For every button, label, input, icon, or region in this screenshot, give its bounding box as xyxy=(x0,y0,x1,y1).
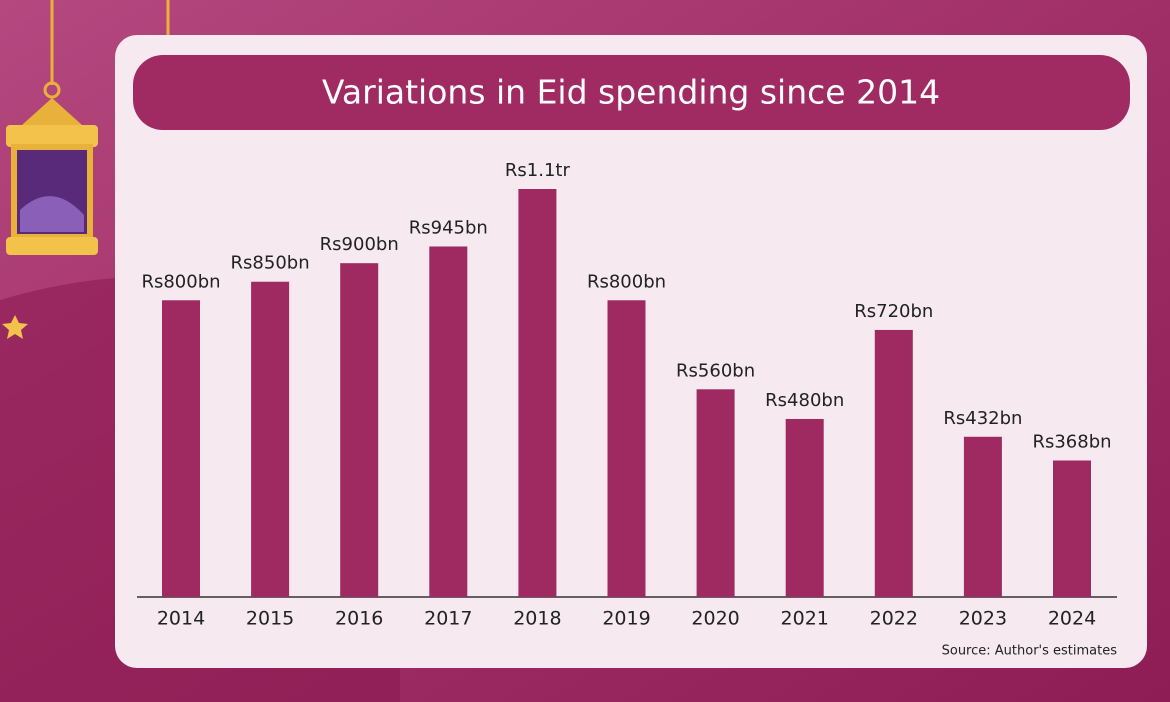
value-label: Rs945bn xyxy=(409,217,488,238)
x-tick-label: 2022 xyxy=(870,608,918,630)
bar xyxy=(963,436,1002,597)
value-label: Rs800bn xyxy=(141,271,220,292)
value-label: Rs720bn xyxy=(854,301,933,322)
bar xyxy=(607,300,646,597)
x-tick-label: 2023 xyxy=(959,608,1007,630)
x-tick-label: 2015 xyxy=(246,608,294,630)
x-tick-label: 2018 xyxy=(513,608,561,630)
chart-title: Variations in Eid spending since 2014 xyxy=(322,73,940,112)
bar xyxy=(162,300,200,597)
x-tick-label: 2014 xyxy=(157,608,205,630)
value-label: Rs368bn xyxy=(1032,432,1111,453)
bar xyxy=(874,329,913,597)
title-bar xyxy=(133,55,1130,130)
value-label: Rs1.1tr xyxy=(505,160,571,181)
value-label: Rs480bn xyxy=(765,390,844,411)
bar xyxy=(251,281,290,597)
bar xyxy=(340,263,379,597)
x-tick-label: 2021 xyxy=(781,608,829,630)
lantern xyxy=(6,0,170,255)
x-tick-label: 2020 xyxy=(691,608,739,630)
star xyxy=(2,315,28,339)
value-label: Rs850bn xyxy=(231,253,310,274)
bar xyxy=(429,246,468,597)
bar xyxy=(696,389,735,597)
value-label: Rs560bn xyxy=(676,360,755,381)
bar xyxy=(518,189,557,597)
value-label: Rs432bn xyxy=(943,408,1022,429)
bar xyxy=(1053,460,1091,597)
value-label: Rs800bn xyxy=(587,271,666,292)
x-tick-label: 2024 xyxy=(1048,608,1096,630)
x-tick-label: 2017 xyxy=(424,608,472,630)
bar xyxy=(785,418,824,597)
source: Source: Author's estimates xyxy=(942,644,1118,659)
value-label: Rs900bn xyxy=(320,234,399,255)
x-tick-label: 2019 xyxy=(602,608,650,630)
x-tick-label: 2016 xyxy=(335,608,383,630)
